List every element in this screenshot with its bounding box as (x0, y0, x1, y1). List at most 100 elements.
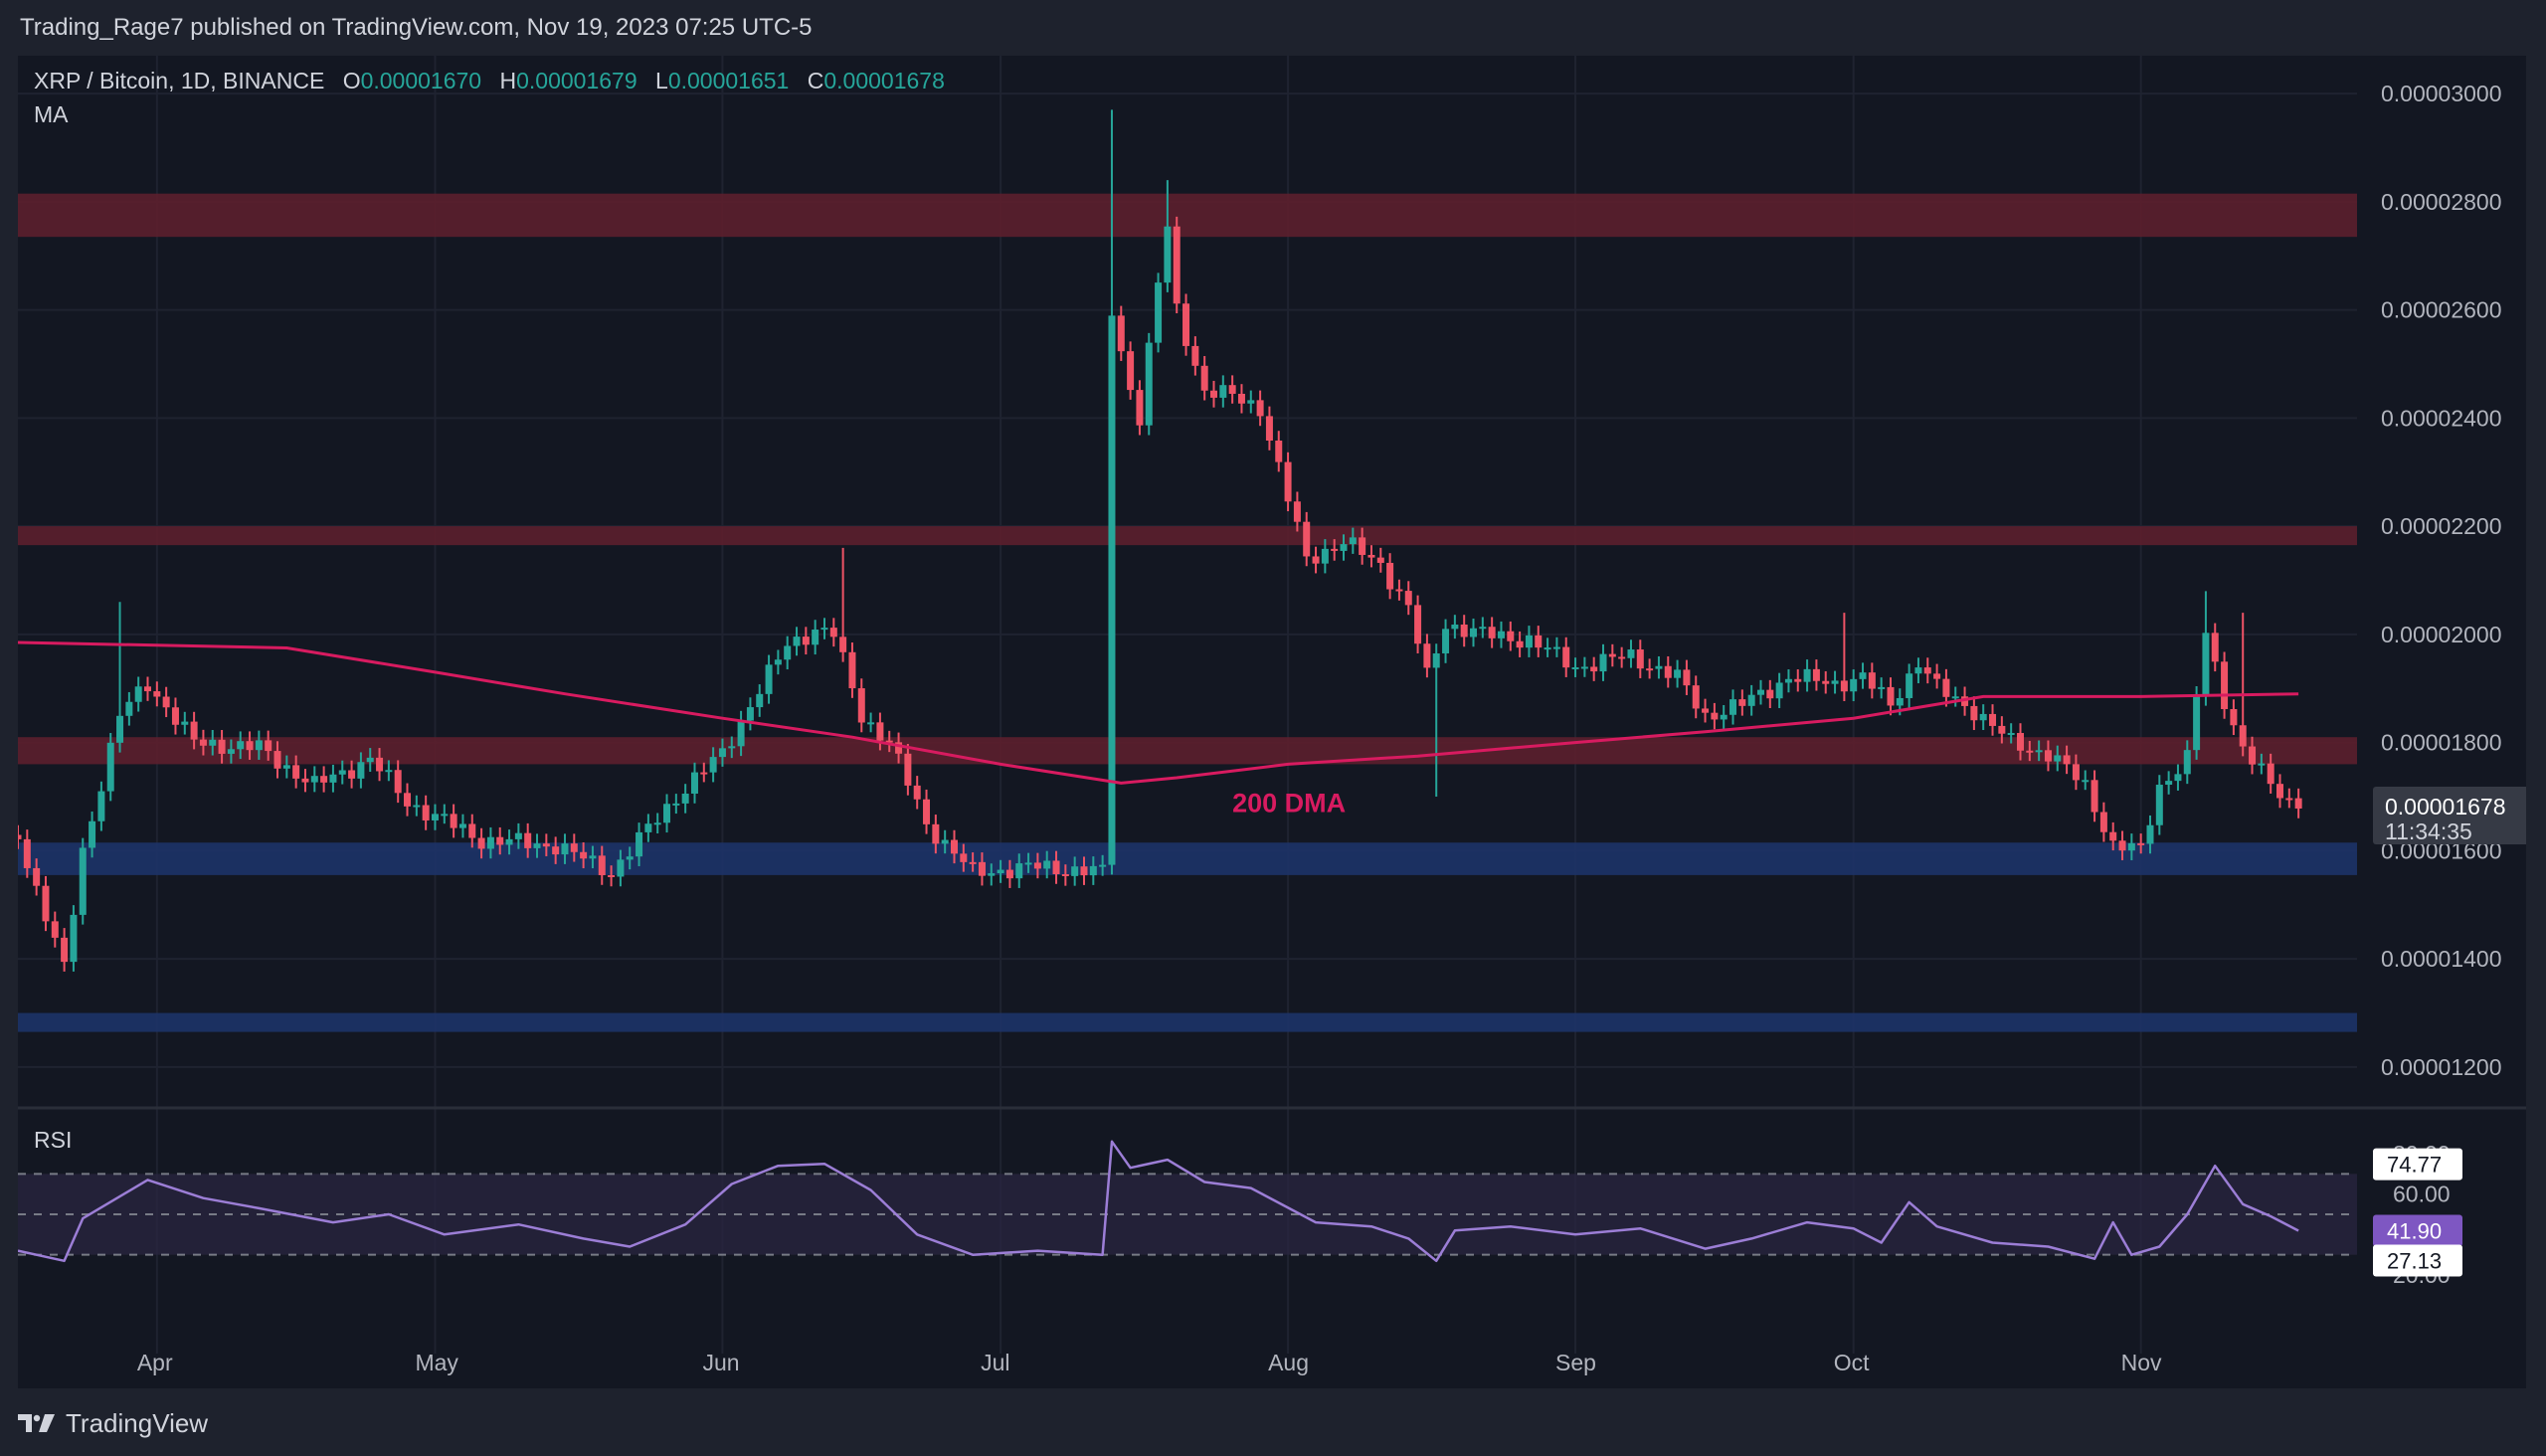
candle-body (292, 765, 300, 779)
candle-body (941, 839, 949, 844)
candle-body (1784, 678, 1792, 683)
candle-body (1043, 860, 1051, 869)
candle-body (969, 861, 977, 864)
candle-body (496, 836, 504, 845)
candle-body (1349, 537, 1357, 545)
legend-ma-label[interactable]: MA (34, 101, 69, 127)
candle-body (867, 722, 875, 725)
support-zone-3 (18, 842, 2357, 875)
candle-body (570, 843, 578, 852)
candle-body (458, 823, 466, 828)
candle-body (366, 757, 374, 763)
candle-body (2230, 708, 2238, 726)
rsi-current-badge (2373, 1214, 2462, 1247)
candle-body (116, 715, 124, 743)
candle-body (1460, 624, 1468, 637)
candle-body (2211, 633, 2219, 662)
candle-body (885, 740, 893, 743)
candle-body (1618, 656, 1626, 659)
candle-body (1145, 342, 1153, 426)
candle-body (1423, 643, 1431, 668)
candle-body (746, 707, 754, 721)
candle-body (1646, 668, 1654, 671)
legend-symbol: XRP / Bitcoin, 1D, BINANCE (34, 68, 325, 93)
candle-body (895, 742, 903, 754)
candle-body (1210, 390, 1217, 398)
candle-body (1544, 647, 1551, 650)
candle-body (1636, 649, 1644, 669)
candle-body (932, 823, 940, 844)
candle-body (106, 742, 114, 792)
rsi-tick-label: 60.00 (2393, 1182, 2451, 1207)
candle-body (1850, 678, 1858, 692)
candle-body (598, 855, 606, 875)
candle-body (2165, 781, 2173, 786)
price-tick-label: 0.00003000 (2381, 81, 2502, 106)
candle-body (18, 834, 22, 839)
candle-body (1859, 672, 1867, 679)
candle-body (1692, 685, 1700, 709)
time-tick-label: Jul (981, 1350, 1009, 1375)
candle-body (718, 748, 726, 758)
candle-body (913, 785, 921, 800)
candle-body (1228, 385, 1236, 394)
candle-body (1961, 696, 1969, 706)
candle-body (812, 630, 819, 645)
candle-body (1275, 441, 1283, 462)
candle-body (1599, 653, 1607, 672)
candle-body (1738, 699, 1746, 706)
time-tick-label: Jun (702, 1350, 739, 1375)
candle-body (2016, 733, 2024, 751)
candle-body (524, 832, 532, 848)
candle-body (1404, 591, 1412, 606)
candle-body (1173, 226, 1181, 304)
candle-body (1747, 694, 1755, 706)
candle-body (589, 855, 597, 859)
candle-body (1507, 631, 1515, 641)
rsi-min-badge (2373, 1244, 2462, 1277)
chart-svg[interactable]: 200 DMA 0.00003000 0.00002800 0.00002600 0.0… (18, 56, 2526, 1388)
candle-body (265, 740, 273, 752)
candle-body (765, 664, 773, 694)
candle-body (960, 853, 968, 862)
candle-body (61, 937, 69, 963)
candle-body (709, 757, 717, 773)
candle-body (1590, 666, 1598, 672)
footer-brand[interactable]: TradingView (18, 1396, 208, 1450)
candle-body (1989, 713, 1997, 726)
candle-body (1580, 666, 1588, 669)
candle-body (580, 851, 588, 859)
candle-body (1868, 672, 1876, 689)
candle-body (784, 645, 792, 660)
time-tick-label: Nov (2121, 1350, 2162, 1375)
candle-body (255, 740, 263, 751)
candle-body (1840, 680, 1848, 692)
candle-body (1284, 461, 1292, 502)
candle-body (1080, 866, 1088, 876)
candle-body (1896, 697, 1904, 706)
candle-body (422, 805, 430, 820)
candle-body (1182, 303, 1190, 346)
candle-body (2109, 831, 2117, 841)
candle-body (153, 691, 161, 697)
chart-frame[interactable]: 200 DMA 0.00003000 0.00002800 0.00002600 0.0… (18, 56, 2526, 1388)
candle-body (857, 688, 865, 723)
candle-body (1702, 708, 1710, 713)
candle-body (1395, 589, 1403, 592)
candle-body (1265, 416, 1273, 442)
candle-body (1386, 562, 1394, 590)
support-zone-4 (18, 1012, 2357, 1032)
rsi-max-badge (2373, 1148, 2462, 1181)
candle-body (1117, 315, 1125, 352)
candle-body (2193, 695, 2201, 751)
candle-body (2239, 725, 2247, 747)
candle-body (1470, 628, 1478, 637)
candle-body (1571, 666, 1579, 669)
price-tick-label: 0.00002200 (2381, 513, 2502, 539)
candle-body (1562, 646, 1570, 668)
candle-body (79, 847, 87, 915)
ma-200-annotation: 200 DMA (1232, 788, 1346, 818)
candle-body (1775, 682, 1783, 699)
candle-body (644, 823, 652, 832)
candle-body (848, 651, 856, 689)
